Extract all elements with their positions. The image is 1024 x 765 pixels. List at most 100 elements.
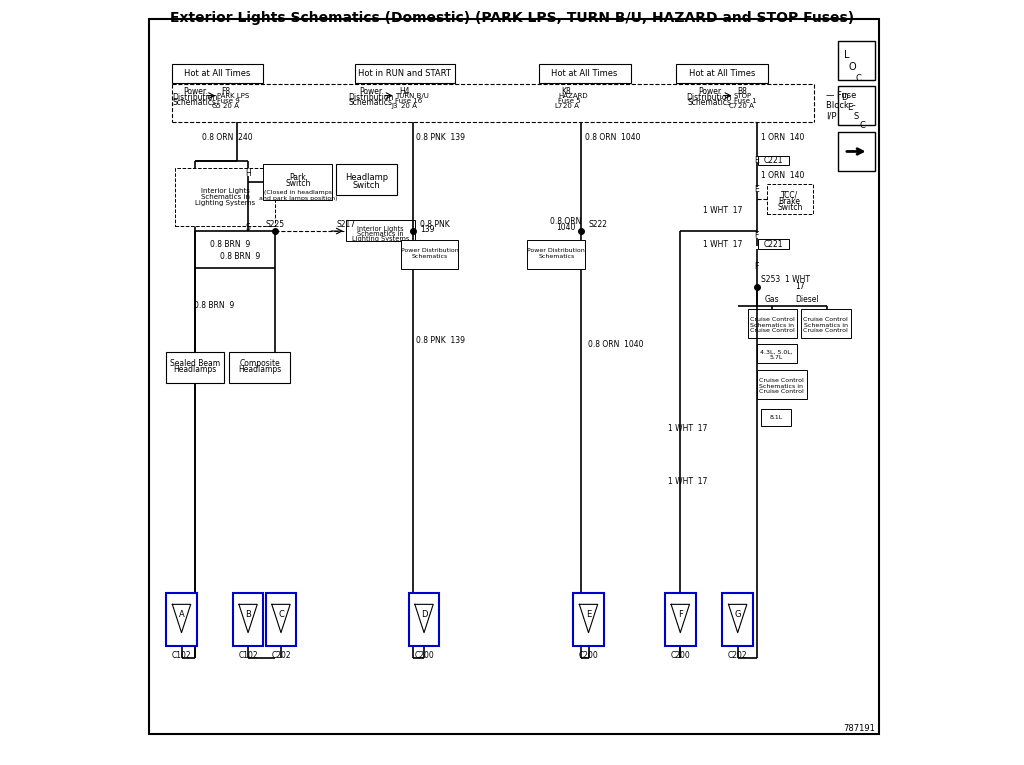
Text: HAZARD: HAZARD: [558, 93, 588, 99]
Text: Headlamp: Headlamp: [345, 173, 388, 182]
Text: C221: C221: [764, 239, 783, 249]
Polygon shape: [239, 604, 257, 633]
Text: Cruise Control: Cruise Control: [750, 328, 795, 333]
Polygon shape: [671, 604, 689, 633]
Text: J3: J3: [392, 103, 398, 109]
FancyBboxPatch shape: [838, 86, 874, 125]
Text: 5.7L: 5.7L: [770, 355, 783, 360]
Text: F: F: [678, 610, 683, 619]
Text: H4: H4: [398, 87, 410, 96]
FancyBboxPatch shape: [148, 19, 880, 734]
Text: Distribution: Distribution: [172, 93, 217, 102]
Text: Distribution: Distribution: [687, 93, 732, 102]
Text: C202: C202: [271, 651, 291, 660]
Text: Power Distribution: Power Distribution: [527, 249, 586, 253]
Text: C7: C7: [728, 103, 737, 109]
Text: D: D: [841, 93, 847, 103]
Text: K8: K8: [562, 87, 571, 96]
FancyBboxPatch shape: [759, 239, 788, 249]
Text: I/P: I/P: [825, 111, 837, 120]
Text: 17: 17: [795, 282, 805, 291]
Text: E: E: [755, 185, 759, 194]
Text: Lighting Systems: Lighting Systems: [351, 236, 410, 243]
Text: Switch: Switch: [285, 179, 310, 188]
FancyBboxPatch shape: [401, 240, 459, 269]
Text: Headlamps: Headlamps: [174, 365, 217, 374]
Text: L: L: [844, 50, 849, 60]
Text: Sealed Beam: Sealed Beam: [170, 359, 220, 368]
Text: B8: B8: [737, 87, 748, 96]
Text: C200: C200: [579, 651, 598, 660]
Text: C200: C200: [671, 651, 690, 660]
Text: Cruise Control: Cruise Control: [759, 389, 804, 394]
Text: Schematics: Schematics: [412, 254, 449, 259]
Text: C200: C200: [414, 651, 434, 660]
Text: Switch: Switch: [353, 181, 381, 190]
Text: Fuse 9: Fuse 9: [217, 98, 241, 104]
Text: Headlamps: Headlamps: [238, 365, 282, 374]
Text: F: F: [755, 231, 759, 240]
Text: Block –: Block –: [825, 101, 855, 110]
FancyBboxPatch shape: [722, 593, 753, 646]
Text: 0.8 BRN  9: 0.8 BRN 9: [194, 301, 233, 311]
Text: Hot in RUN and START: Hot in RUN and START: [358, 69, 452, 78]
FancyBboxPatch shape: [757, 370, 807, 399]
Text: A: A: [178, 610, 184, 619]
Text: F: F: [755, 262, 759, 271]
Text: Exterior Lights Schematics (Domestic) (PARK LPS, TURN B/U, HAZARD and STOP Fuses: Exterior Lights Schematics (Domestic) (P…: [170, 11, 854, 25]
FancyBboxPatch shape: [355, 64, 455, 83]
Polygon shape: [728, 604, 746, 633]
FancyBboxPatch shape: [677, 64, 768, 83]
Text: 0.8 PNK: 0.8 PNK: [420, 220, 450, 230]
Text: O: O: [849, 62, 856, 73]
Text: Schematics in: Schematics in: [751, 323, 794, 327]
Text: C: C: [856, 73, 861, 83]
FancyBboxPatch shape: [346, 220, 415, 241]
Text: Schematics: Schematics: [539, 254, 574, 259]
FancyBboxPatch shape: [761, 409, 792, 426]
Text: E: E: [586, 610, 591, 619]
Text: — Fuse: — Fuse: [825, 91, 856, 100]
Text: Interior Lights: Interior Lights: [201, 188, 250, 194]
FancyBboxPatch shape: [539, 64, 631, 83]
Text: and park lamps position): and park lamps position): [258, 196, 337, 200]
Text: Power Distribution: Power Distribution: [401, 249, 459, 253]
Text: 1 WHT  17: 1 WHT 17: [669, 424, 708, 433]
Text: Schematics: Schematics: [348, 98, 392, 107]
Text: TURN B/U: TURN B/U: [395, 93, 429, 99]
FancyBboxPatch shape: [759, 156, 788, 165]
Text: 0.8 ORN  1040: 0.8 ORN 1040: [589, 340, 644, 349]
FancyBboxPatch shape: [838, 41, 874, 80]
Text: S: S: [246, 223, 251, 233]
Text: Park: Park: [290, 173, 306, 182]
Text: Fuse 5: Fuse 5: [558, 98, 581, 104]
Text: Power: Power: [183, 87, 206, 96]
FancyBboxPatch shape: [767, 184, 813, 214]
Text: 0.8 PNK  139: 0.8 PNK 139: [417, 336, 465, 345]
Text: S222: S222: [589, 220, 607, 230]
Text: C202: C202: [728, 651, 748, 660]
Text: Schematics: Schematics: [172, 98, 216, 107]
Text: C102: C102: [239, 651, 258, 660]
Text: S253  1 WHT: S253 1 WHT: [761, 275, 810, 284]
Text: F8: F8: [221, 87, 230, 96]
Text: Schematics in: Schematics in: [804, 323, 848, 327]
Text: Gas: Gas: [765, 295, 779, 304]
FancyBboxPatch shape: [757, 344, 797, 363]
Text: Fuse 16: Fuse 16: [395, 98, 422, 104]
Text: TCC/: TCC/: [781, 190, 799, 200]
Text: Diesel: Diesel: [795, 295, 818, 304]
FancyBboxPatch shape: [166, 593, 197, 646]
Text: 0.8 BRN  9: 0.8 BRN 9: [220, 252, 260, 261]
FancyBboxPatch shape: [229, 352, 290, 382]
FancyBboxPatch shape: [665, 593, 695, 646]
Text: 4.3L, 5.0L,: 4.3L, 5.0L,: [760, 350, 793, 354]
Text: C: C: [859, 121, 865, 130]
FancyBboxPatch shape: [748, 309, 798, 338]
Text: Schematics in: Schematics in: [357, 231, 403, 237]
Text: 1 WHT  17: 1 WHT 17: [703, 206, 742, 215]
Text: Cruise Control: Cruise Control: [759, 379, 804, 383]
Text: S: S: [854, 112, 859, 121]
Text: Power: Power: [697, 87, 721, 96]
Text: Brake: Brake: [778, 197, 801, 206]
